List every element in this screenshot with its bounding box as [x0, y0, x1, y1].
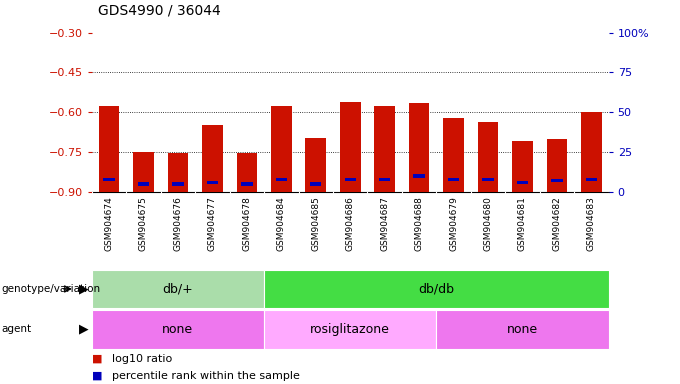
Text: GSM904674: GSM904674: [105, 196, 114, 251]
Text: agent: agent: [1, 324, 31, 334]
Bar: [241, 182, 252, 185]
Text: GSM904681: GSM904681: [518, 196, 527, 251]
Bar: [477, 122, 498, 192]
Bar: [167, 153, 188, 192]
Text: ▶: ▶: [79, 323, 88, 336]
Text: rosiglitazone: rosiglitazone: [310, 323, 390, 336]
Bar: [413, 174, 425, 178]
Bar: [271, 106, 292, 192]
Text: GSM904685: GSM904685: [311, 196, 320, 251]
Bar: [138, 182, 149, 185]
Text: GSM904680: GSM904680: [483, 196, 492, 251]
Bar: [517, 181, 528, 184]
Bar: [581, 112, 602, 192]
Text: GSM904684: GSM904684: [277, 196, 286, 251]
Bar: [547, 139, 567, 192]
Bar: [99, 106, 120, 192]
Bar: [551, 179, 562, 182]
Text: percentile rank within the sample: percentile rank within the sample: [112, 371, 300, 381]
Bar: [448, 178, 459, 181]
Bar: [379, 178, 390, 181]
Bar: [103, 178, 115, 181]
Text: GSM904678: GSM904678: [242, 196, 252, 251]
Bar: [207, 181, 218, 184]
Text: genotype/variation: genotype/variation: [1, 284, 101, 294]
Bar: [374, 106, 395, 192]
Bar: [482, 178, 494, 181]
Bar: [512, 141, 533, 192]
Text: GSM904683: GSM904683: [587, 196, 596, 251]
Text: GSM904686: GSM904686: [345, 196, 355, 251]
Bar: [340, 102, 360, 192]
Bar: [92, 310, 264, 349]
Text: GDS4990 / 36044: GDS4990 / 36044: [99, 3, 221, 17]
Text: GSM904688: GSM904688: [415, 196, 424, 251]
Bar: [172, 182, 184, 185]
Bar: [264, 270, 609, 308]
Bar: [264, 310, 437, 349]
Text: GSM904677: GSM904677: [208, 196, 217, 251]
Text: none: none: [163, 323, 194, 336]
Bar: [237, 153, 257, 192]
Text: log10 ratio: log10 ratio: [112, 354, 173, 364]
Text: GSM904682: GSM904682: [552, 196, 562, 251]
Bar: [202, 125, 223, 192]
Bar: [409, 103, 430, 192]
Text: GSM904676: GSM904676: [173, 196, 182, 251]
Bar: [305, 138, 326, 192]
Bar: [437, 310, 609, 349]
Text: ▶: ▶: [79, 283, 88, 295]
Bar: [443, 118, 464, 192]
Text: ■: ■: [92, 371, 102, 381]
Bar: [310, 182, 322, 185]
Text: db/+: db/+: [163, 283, 193, 295]
Text: none: none: [507, 323, 538, 336]
Text: GSM904679: GSM904679: [449, 196, 458, 251]
Bar: [133, 152, 154, 192]
Text: GSM904687: GSM904687: [380, 196, 389, 251]
Bar: [92, 270, 264, 308]
Bar: [585, 178, 597, 181]
Text: ■: ■: [92, 354, 102, 364]
Bar: [275, 178, 287, 181]
Text: db/db: db/db: [418, 283, 454, 295]
Bar: [345, 178, 356, 181]
Text: GSM904675: GSM904675: [139, 196, 148, 251]
